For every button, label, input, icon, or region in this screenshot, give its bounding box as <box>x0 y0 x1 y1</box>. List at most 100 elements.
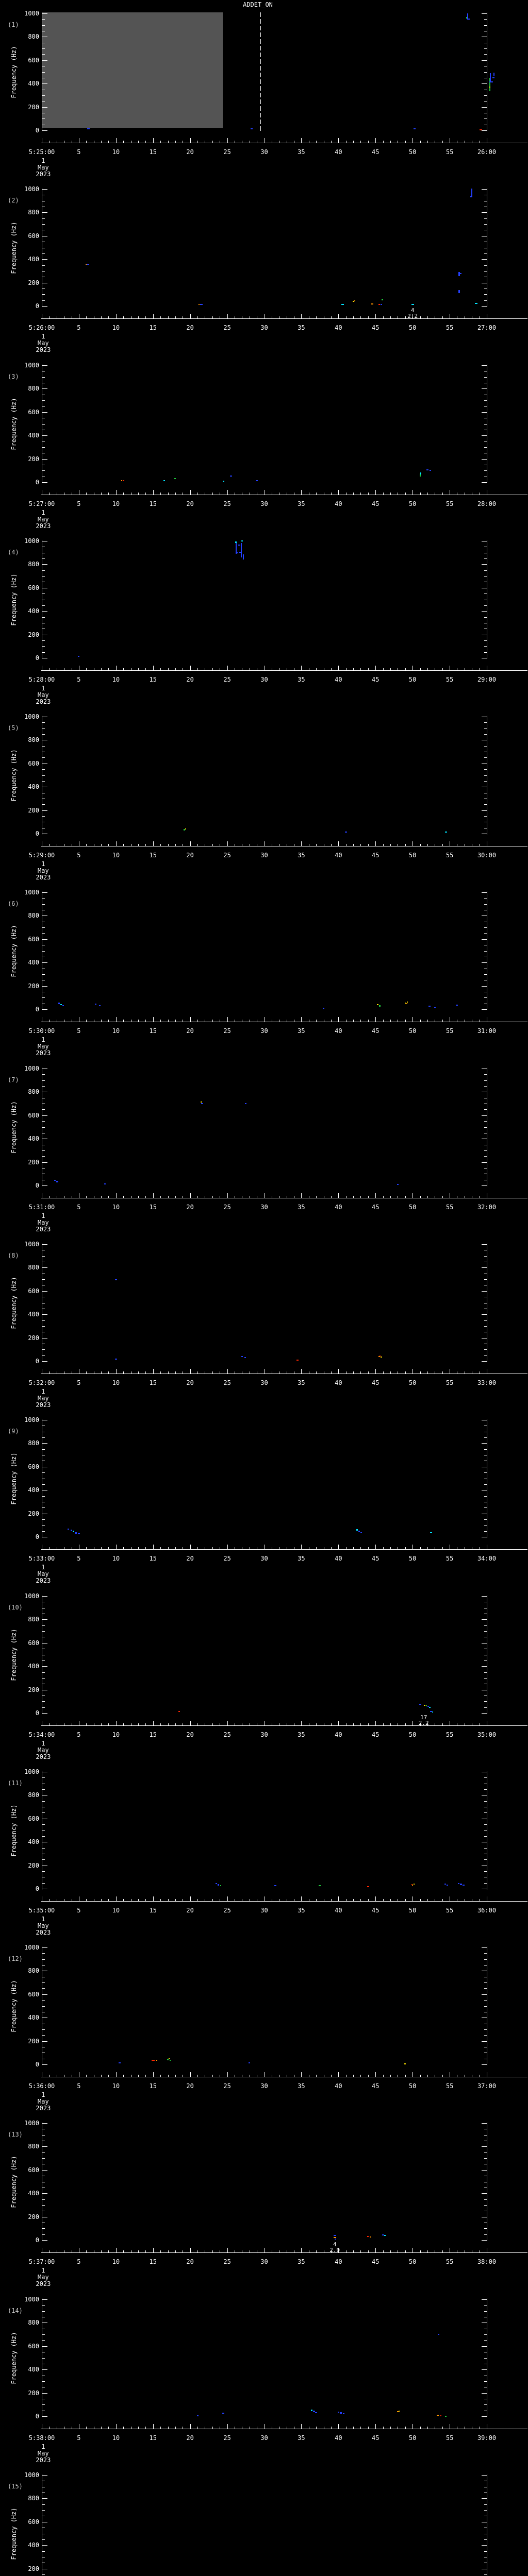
y-tick <box>42 1355 45 1356</box>
x-tick-label: 10 <box>112 1907 120 1914</box>
x-tick <box>212 2075 213 2077</box>
x-start-time-label: 5:30:00 <box>28 1027 55 1035</box>
x-tick <box>190 138 191 143</box>
x-tick <box>375 1545 376 1549</box>
y-tick <box>484 2381 487 2382</box>
y-tick <box>42 745 45 747</box>
detection-mark <box>200 303 203 305</box>
y-tick <box>42 605 45 606</box>
detection-mark <box>315 2412 318 2413</box>
x-tick <box>190 1896 191 1901</box>
y-tick-label: 200 <box>28 806 39 814</box>
x-tick <box>175 2075 176 2077</box>
x-tick <box>86 493 87 495</box>
x-tick <box>390 493 391 495</box>
y-tick <box>42 2228 45 2229</box>
x-tick <box>420 141 421 143</box>
y-tick <box>482 482 487 483</box>
x-axis <box>41 670 527 671</box>
detection-mark <box>235 542 237 554</box>
y-tick <box>42 617 45 618</box>
y-tick <box>484 2158 487 2159</box>
x-tick <box>360 2250 361 2252</box>
y-axis-title: Frequency (Hz) <box>10 749 18 802</box>
x-tick <box>405 2427 406 2429</box>
detection-mark <box>240 543 242 558</box>
x-tick <box>123 1899 124 1901</box>
x-tick-label: 15 <box>149 1204 157 1211</box>
detection-mark <box>296 1360 299 1361</box>
y-tick <box>42 951 45 952</box>
detection-mark <box>466 17 468 19</box>
detection-mark <box>183 828 185 831</box>
x-tick <box>101 1899 102 1901</box>
x-tick <box>190 1193 191 1198</box>
y-tick <box>42 2539 45 2540</box>
y-tick-label: 200 <box>28 2213 39 2221</box>
x-tick <box>101 1723 102 1725</box>
x-tick <box>145 1371 146 1374</box>
x-tick <box>86 1196 87 1198</box>
detection-mark <box>151 2060 155 2061</box>
x-tick <box>145 1547 146 1549</box>
detection-mark <box>156 2060 157 2061</box>
x-tick <box>427 1899 428 1901</box>
y-tick <box>42 2299 47 2300</box>
detection-mark <box>430 1532 433 1534</box>
y-tick <box>42 13 47 14</box>
detection-mark <box>414 1884 415 1885</box>
y-tick-label: 0 <box>35 1182 39 1189</box>
x-tick-label: 20 <box>186 324 194 331</box>
detection-mark <box>169 2060 171 2061</box>
x-tick-label: 10 <box>112 1204 120 1211</box>
detection-mark <box>73 1531 75 1533</box>
date-month: May <box>38 2098 49 2105</box>
y-tick-label: 200 <box>28 2037 39 2045</box>
y-tick-label: 200 <box>28 103 39 111</box>
x-tick <box>168 668 169 670</box>
y-tick <box>484 1256 487 1257</box>
y-tick <box>484 2539 487 2540</box>
y-tick <box>484 300 487 301</box>
y-tick <box>42 1631 45 1632</box>
x-tick-label: 50 <box>408 1555 417 1562</box>
x-tick <box>101 493 102 495</box>
y-tick <box>42 1801 45 1802</box>
x-tick-label: 20 <box>186 1907 194 1914</box>
y-tick <box>42 722 45 723</box>
detection-mark <box>489 86 490 88</box>
y-tick <box>484 1988 487 1989</box>
x-tick <box>227 2248 228 2252</box>
x-tick-label: 20 <box>186 1027 194 1035</box>
y-tick-label: 1000 <box>24 713 39 720</box>
x-tick <box>116 2424 117 2429</box>
x-tick-label: 40 <box>335 1907 342 1914</box>
y-tick-label: 1000 <box>24 1592 39 1600</box>
x-tick <box>316 668 317 670</box>
x-tick <box>353 668 354 670</box>
y-tick <box>42 1848 45 1849</box>
y-tick <box>42 1789 45 1790</box>
x-tick <box>145 668 146 670</box>
date-month: May <box>38 691 49 699</box>
y-tick <box>482 1115 487 1116</box>
x-tick <box>442 844 443 846</box>
y-tick <box>482 212 487 213</box>
x-tick <box>390 2075 391 2077</box>
x-tick <box>405 2075 406 2077</box>
detection-mark <box>367 1886 369 1887</box>
y-tick <box>42 365 47 366</box>
y-tick <box>42 1086 45 1087</box>
y-tick <box>484 54 487 55</box>
x-end-time-label: 26:00 <box>477 148 497 156</box>
y-tick-label: 1000 <box>24 1065 39 1072</box>
y-tick-label: 200 <box>28 1861 39 1869</box>
y-tick <box>42 2041 47 2042</box>
x-tick <box>49 1020 50 1022</box>
x-tick <box>301 2248 302 2252</box>
x-tick <box>160 2427 161 2429</box>
panel-index-label: (7) <box>8 1076 19 1083</box>
x-tick <box>138 316 139 318</box>
y-tick <box>42 1162 47 1163</box>
y-tick <box>42 1314 47 1315</box>
